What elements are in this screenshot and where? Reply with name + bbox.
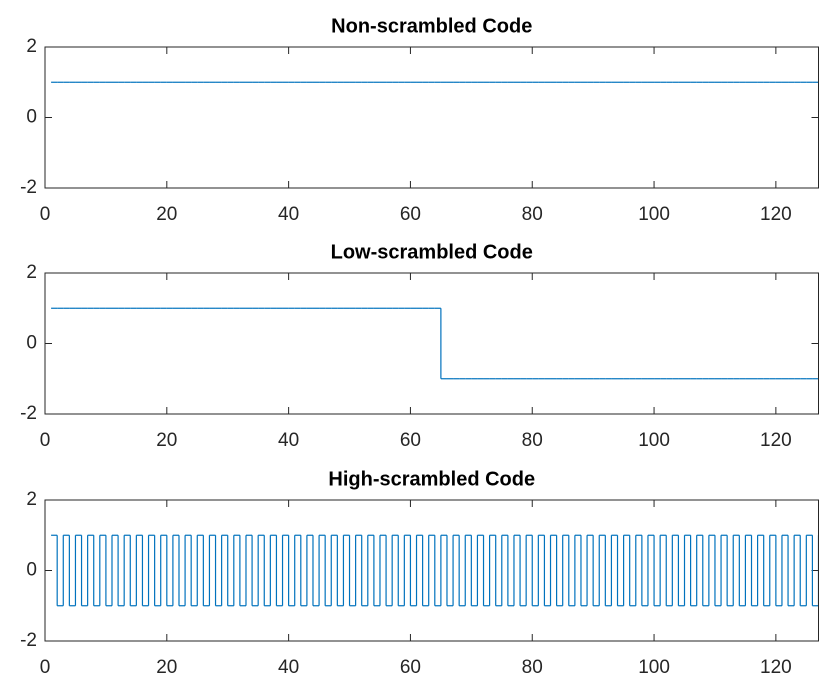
x-tick-label: 40 bbox=[278, 430, 299, 451]
axes-frame bbox=[44, 272, 819, 415]
x-tick-label: 80 bbox=[522, 430, 543, 451]
x-tick-label: 0 bbox=[40, 204, 51, 225]
x-tick-label: 60 bbox=[400, 430, 421, 451]
x-tick-label: 40 bbox=[278, 204, 299, 225]
x-tick-label: 120 bbox=[760, 430, 792, 451]
y-tick-label: 0 bbox=[26, 107, 37, 128]
y-tick-label: 2 bbox=[26, 262, 37, 283]
x-tick-label: 20 bbox=[156, 204, 177, 225]
y-tick-label: -2 bbox=[20, 177, 37, 198]
x-tick-label: 80 bbox=[522, 204, 543, 225]
chart-title: Non-scrambled Code bbox=[331, 15, 532, 37]
x-tick-label: 100 bbox=[638, 204, 670, 225]
chart-title: Low-scrambled Code bbox=[331, 241, 533, 263]
x-tick-label: 40 bbox=[278, 657, 299, 678]
data-line bbox=[51, 534, 819, 607]
x-tick-label: 20 bbox=[156, 657, 177, 678]
y-tick-label: -2 bbox=[20, 630, 37, 651]
x-tick-label: 120 bbox=[760, 204, 792, 225]
y-tick-label: 0 bbox=[26, 560, 37, 581]
x-tick-label: 80 bbox=[522, 657, 543, 678]
x-tick-label: 60 bbox=[400, 657, 421, 678]
y-tick-label: 2 bbox=[26, 36, 37, 57]
x-tick-label: 120 bbox=[760, 657, 792, 678]
y-tick-label: -2 bbox=[20, 403, 37, 424]
y-tick-label: 2 bbox=[26, 489, 37, 510]
x-tick-label: 100 bbox=[638, 430, 670, 451]
chart-title: High-scrambled Code bbox=[328, 468, 535, 490]
data-line bbox=[51, 307, 819, 380]
x-tick-label: 100 bbox=[638, 657, 670, 678]
x-tick-label: 60 bbox=[400, 204, 421, 225]
y-tick-label: 0 bbox=[26, 333, 37, 354]
x-tick-label: 20 bbox=[156, 430, 177, 451]
axes-frame bbox=[44, 46, 819, 189]
x-tick-label: 0 bbox=[40, 430, 51, 451]
x-tick-label: 0 bbox=[40, 657, 51, 678]
